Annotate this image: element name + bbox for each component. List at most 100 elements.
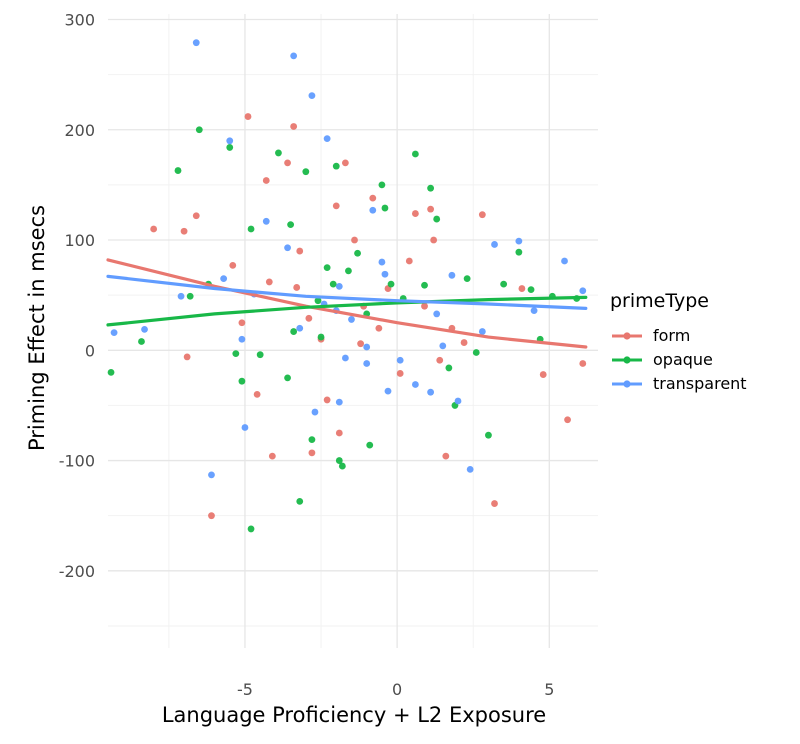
data-point-form (332, 202, 340, 210)
data-point-form (180, 227, 188, 235)
data-point-form (357, 340, 365, 348)
data-point-form (430, 236, 438, 244)
data-point-opaque (485, 431, 492, 439)
data-point-form (308, 449, 316, 457)
data-point-transparent (396, 356, 404, 364)
data-point-transparent (381, 270, 389, 278)
data-point-opaque (323, 264, 331, 271)
data-point-form (284, 159, 291, 167)
data-point-transparent (323, 135, 331, 142)
y-axis-title: Priming Effect in msecs (25, 205, 49, 451)
data-point-transparent (448, 271, 456, 279)
data-point-form (518, 285, 526, 292)
data-point-transparent (220, 275, 228, 283)
data-point-opaque (308, 436, 316, 444)
data-point-opaque (284, 374, 291, 382)
x-tick-label: 0 (392, 680, 402, 699)
data-point-opaque (329, 280, 337, 288)
legend-label-form: form (653, 326, 690, 345)
data-point-transparent (341, 354, 349, 362)
data-point-form (323, 396, 331, 404)
data-point-opaque (433, 215, 441, 223)
data-point-form (290, 123, 298, 130)
data-point-form (244, 113, 252, 120)
data-point-opaque (287, 221, 295, 228)
data-point-opaque (247, 225, 255, 233)
data-point-transparent (561, 257, 568, 265)
data-point-form (265, 278, 273, 286)
data-point-form (375, 324, 383, 332)
legend-label-transparent: transparent (653, 374, 747, 393)
data-point-form (208, 512, 215, 520)
trend-line-form (106, 258, 588, 349)
data-point-form (183, 353, 191, 361)
data-point-form (579, 360, 587, 367)
data-point-opaque (314, 297, 322, 305)
data-point-opaque (302, 168, 310, 176)
data-point-opaque (421, 281, 428, 289)
data-point-transparent (208, 471, 215, 479)
data-point-opaque (332, 162, 340, 170)
data-point-opaque (290, 328, 298, 335)
data-point-opaque (527, 286, 535, 294)
data-point-opaque (232, 350, 240, 358)
data-point-form (262, 177, 270, 184)
data-point-opaque (387, 280, 395, 288)
data-point-form (396, 370, 404, 377)
axes: -5 0 5 -200 -100 0 100 200 300 (59, 11, 555, 699)
data-point-form (150, 225, 158, 233)
data-point-opaque (381, 204, 389, 212)
grid (108, 14, 598, 648)
legend-key-dot-form (623, 332, 631, 340)
legend: primeType form opaque transparent (610, 290, 747, 393)
data-point-opaque (107, 368, 115, 376)
plot-area (106, 39, 588, 533)
data-point-transparent (141, 325, 148, 333)
data-point-form (421, 302, 428, 310)
data-point-form (442, 452, 450, 460)
legend-key-dot-opaque (623, 356, 631, 364)
data-point-form (268, 452, 276, 460)
data-point-opaque (445, 364, 453, 372)
data-point-form (411, 210, 419, 217)
data-point-form (564, 416, 571, 424)
data-point-form (229, 261, 237, 269)
data-point-transparent (192, 39, 200, 47)
data-point-opaque (463, 275, 471, 283)
data-point-transparent (363, 343, 371, 351)
data-point-form (238, 319, 246, 327)
data-point-transparent (284, 244, 291, 252)
data-point-opaque (354, 249, 361, 257)
legend-item-opaque: opaque (612, 350, 713, 369)
data-point-form (369, 194, 377, 202)
y-tick-label: 0 (85, 341, 95, 360)
data-point-opaque (275, 149, 282, 157)
data-point-form (478, 211, 486, 219)
legend-item-transparent: transparent (612, 374, 747, 393)
data-point-form (293, 284, 301, 291)
data-point-transparent (335, 282, 343, 290)
data-point-transparent (478, 328, 486, 335)
data-point-form (427, 205, 435, 213)
x-tick-label: -5 (237, 680, 253, 699)
data-point-opaque (256, 351, 264, 359)
data-point-opaque (378, 181, 386, 189)
data-point-opaque (335, 457, 343, 464)
x-axis-title: Language Proficiency + L2 Exposure (162, 703, 546, 727)
y-tick-label: -200 (59, 562, 95, 581)
data-point-transparent (308, 92, 316, 99)
data-point-opaque (515, 248, 523, 256)
data-point-transparent (311, 408, 319, 416)
data-point-opaque (427, 184, 435, 192)
data-point-transparent (226, 137, 234, 145)
data-point-form (405, 257, 413, 265)
series-transparent (110, 39, 587, 479)
data-point-transparent (439, 342, 447, 350)
series-opaque (107, 126, 581, 533)
data-point-form (335, 429, 343, 437)
data-point-transparent (369, 206, 377, 214)
data-point-transparent (466, 465, 474, 473)
legend-item-form: form (612, 326, 690, 345)
data-point-transparent (530, 307, 538, 315)
